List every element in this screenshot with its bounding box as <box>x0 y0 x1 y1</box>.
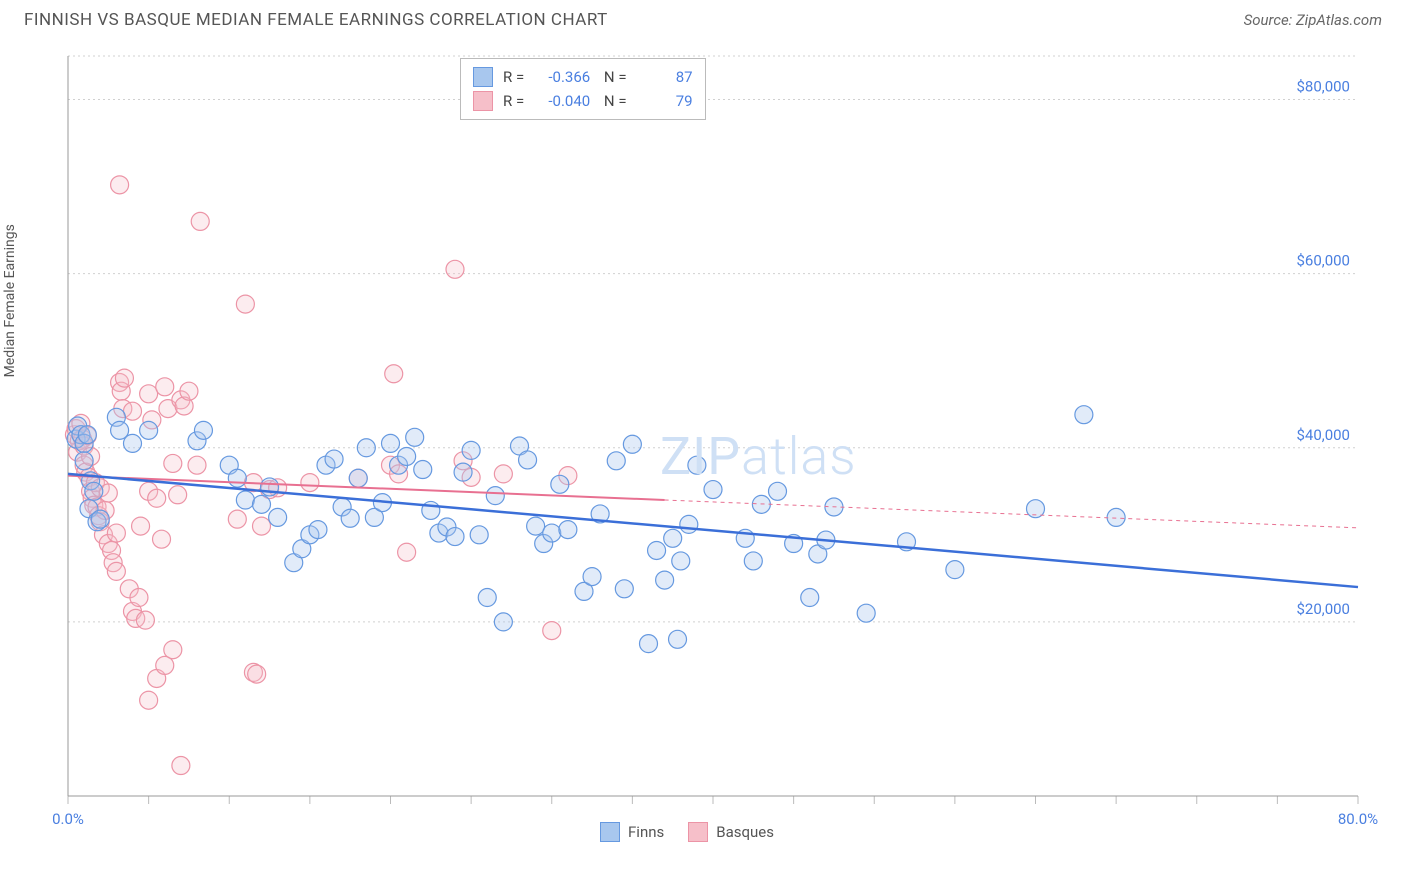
n-value-basques: 79 <box>637 89 693 113</box>
svg-text:80.0%: 80.0% <box>1338 810 1378 828</box>
chart-container: Median Female Earnings $20,000$40,000$60… <box>20 46 1390 846</box>
scatter-plot: $20,000 $40,000 $60,000 $80,000 0.0% 80.0% <box>20 46 1390 846</box>
legend-item-finns: Finns <box>600 822 664 842</box>
legend-label-finns: Finns <box>628 823 664 841</box>
r-value-basques: -0.040 <box>534 89 590 113</box>
stats-row-finns: R = -0.366 N = 87 <box>473 65 693 89</box>
stats-row-basques: R = -0.040 N = 79 <box>473 89 693 113</box>
svg-text:$60,000: $60,000 <box>1296 252 1350 270</box>
n-value-finns: 87 <box>637 65 693 89</box>
y-axis-label: Median Female Earnings <box>2 224 18 377</box>
svg-text:$80,000: $80,000 <box>1296 78 1350 96</box>
svg-text:0.0%: 0.0% <box>52 810 84 828</box>
legend-item-basques: Basques <box>688 822 774 842</box>
swatch-basques-icon <box>688 822 708 842</box>
source-credit: Source: ZipAtlas.com <box>1244 11 1382 29</box>
swatch-finns-icon <box>600 822 620 842</box>
series-legend: Finns Basques <box>600 822 774 842</box>
swatch-basques <box>473 91 493 111</box>
svg-text:$20,000: $20,000 <box>1296 600 1350 618</box>
chart-title: FINNISH VS BASQUE MEDIAN FEMALE EARNINGS… <box>24 10 608 30</box>
r-value-finns: -0.366 <box>534 65 590 89</box>
stats-legend: R = -0.366 N = 87 R = -0.040 N = 79 <box>460 58 706 120</box>
legend-label-basques: Basques <box>716 823 774 841</box>
svg-text:$40,000: $40,000 <box>1296 426 1350 444</box>
swatch-finns <box>473 67 493 87</box>
